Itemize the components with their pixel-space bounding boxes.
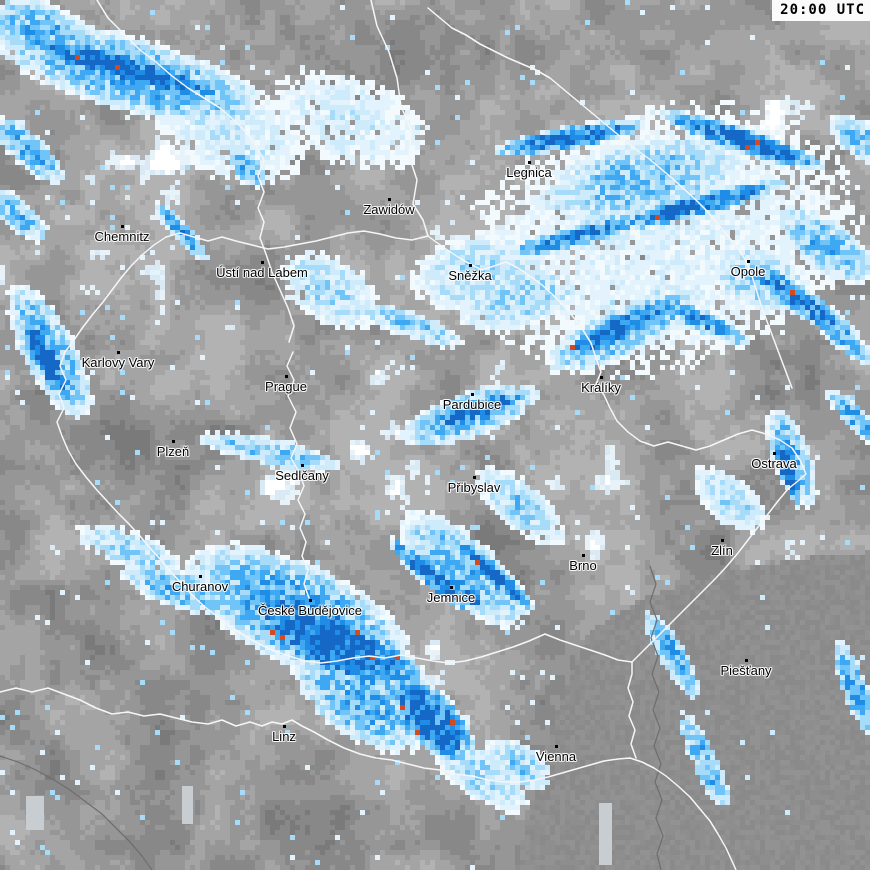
timestamp-badge: 20:00 UTC [772,0,870,21]
timestamp-text: 20:00 UTC [780,2,865,18]
